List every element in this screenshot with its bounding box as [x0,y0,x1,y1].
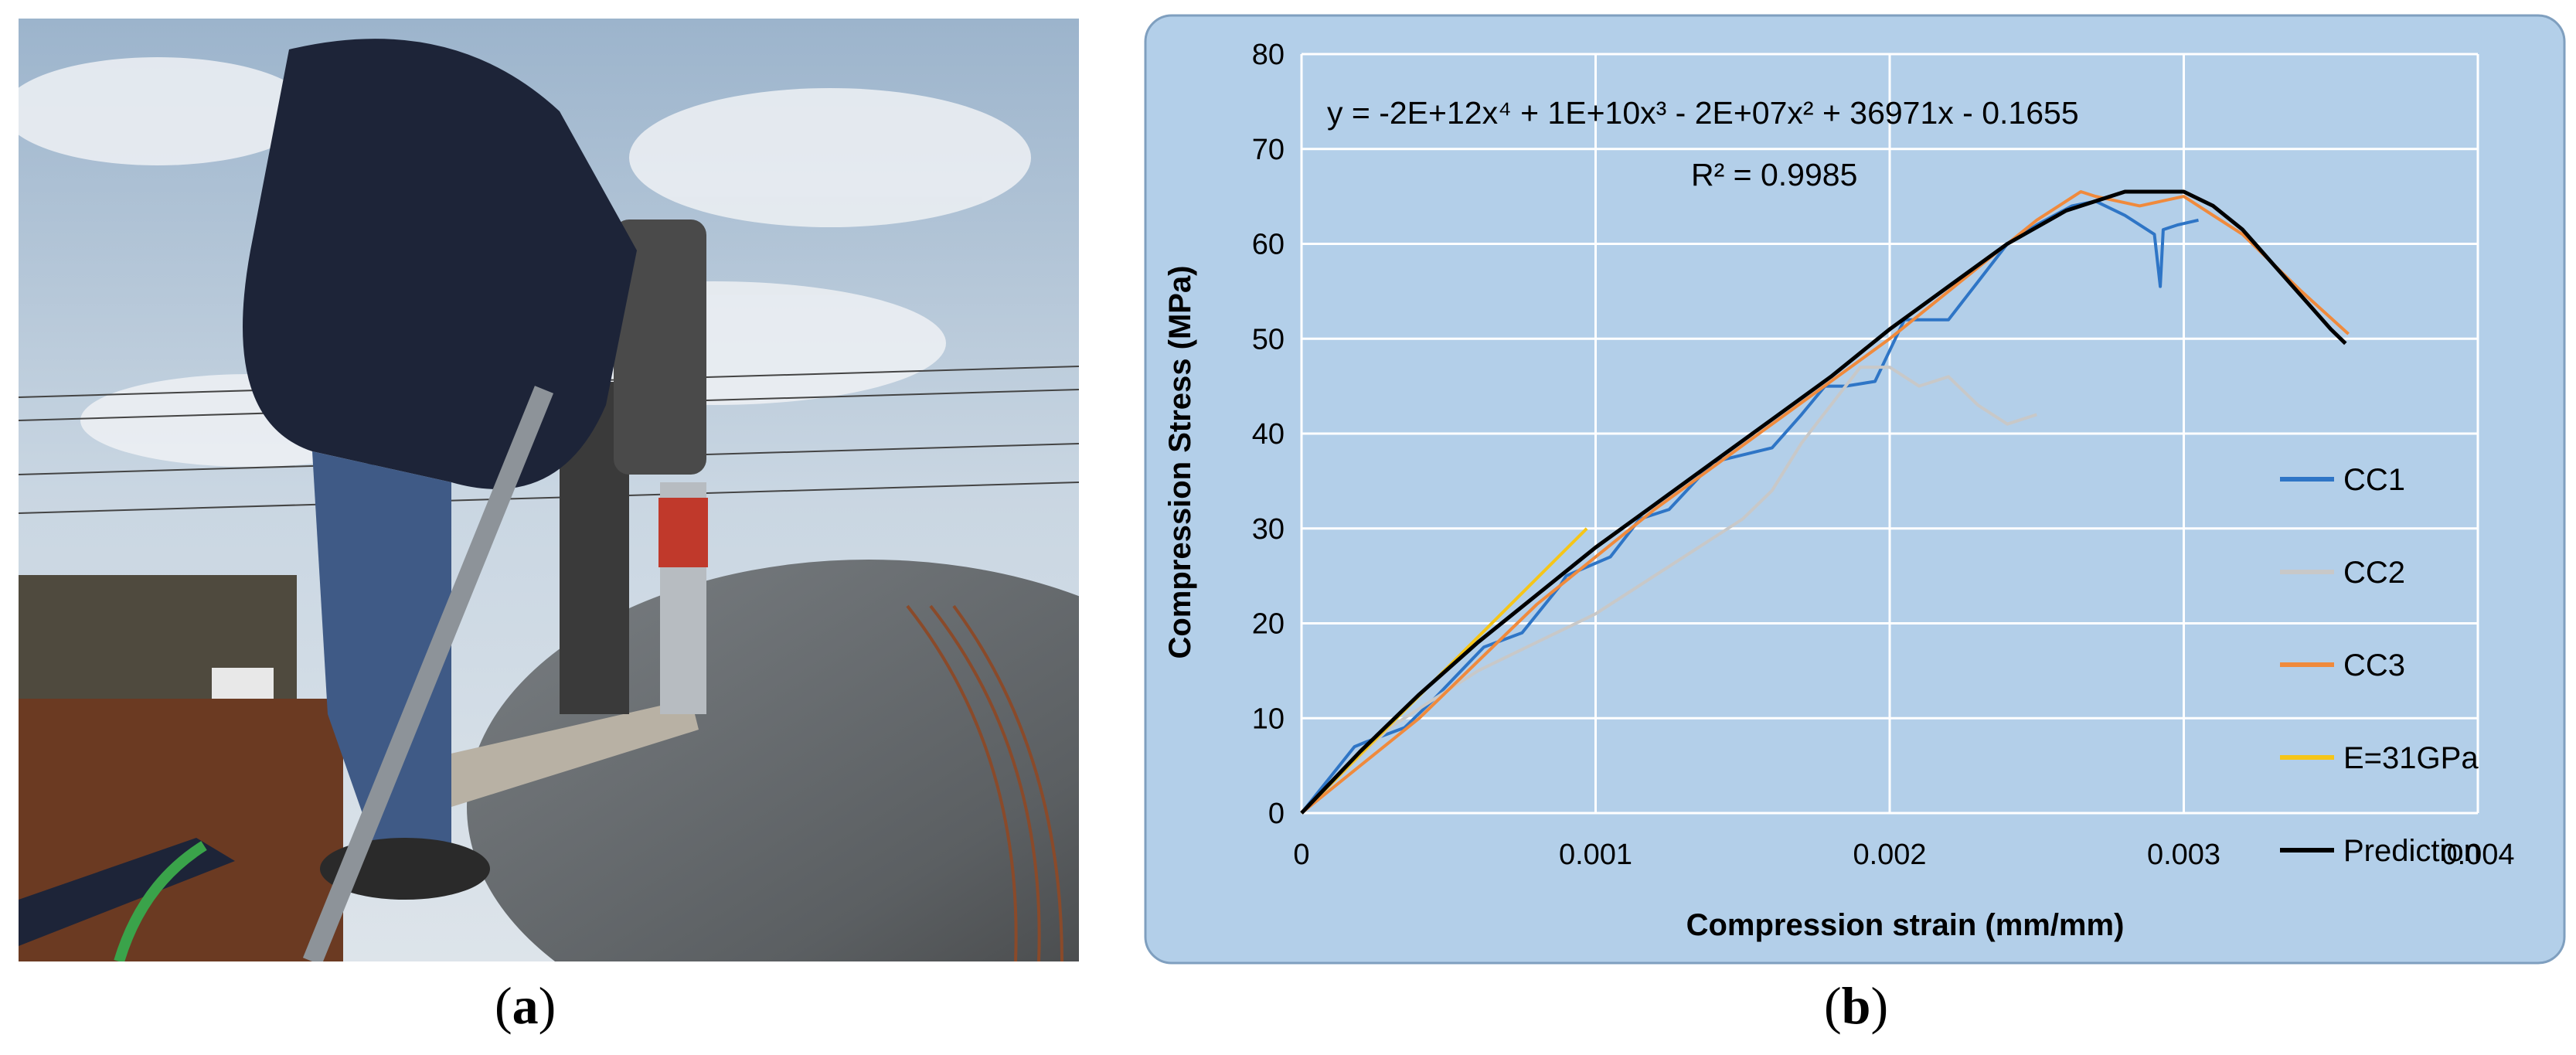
core-drilling-photo [19,19,1079,961]
core-bit-sleeve [658,498,708,567]
legend: CC1 CC2 CC3 E=31GPa Prediction [2280,463,2481,868]
y-tick-label: 0 [1268,798,1285,830]
y-tick-label: 80 [1252,39,1285,71]
legend-label: CC3 [2343,648,2405,682]
y-tick-label: 20 [1252,608,1285,641]
y-tick-label: 50 [1252,323,1285,356]
y-tick-label: 70 [1252,134,1285,166]
series-line-cc3 [1300,190,2350,815]
axes: 0 10 20 30 40 50 60 70 80 0 0.001 0.002 0.003 0.004 [1252,39,2515,871]
r-squared-label: R² = 0.9985 [1691,157,1857,192]
x-tick-label: 0 [1293,839,1309,871]
y-tick-label: 30 [1252,513,1285,546]
caption-b: (b) [1824,976,1889,1035]
series-lines [1300,189,2350,815]
drill-base-plate [420,699,699,807]
y-axis-title: Compression Stress (MPa) [1163,265,1197,659]
y-tick-label: 60 [1252,229,1285,261]
x-axis-title: Compression strain (mm/mm) [1686,908,2125,942]
y-tick-label: 10 [1252,703,1285,735]
trendline-equation: y = -2E+12x⁴ + 1E+10x³ - 2E+07x² + 36971… [1327,95,2079,131]
grid [1300,53,2479,815]
x-tick-label: 0.004 [2441,839,2514,871]
legend-label: Prediction [2343,834,2481,868]
chart-background [1144,14,2566,965]
ladder-rail [302,386,554,961]
x-tick-label: 0.002 [1853,839,1926,871]
water-hose [114,841,207,961]
x-tick-label: 0.003 [2147,839,2220,871]
legend-label: E=31GPa [2343,741,2479,775]
x-tick-label: 0.001 [1559,839,1632,871]
worker-jeans [312,451,451,869]
series-line-prediction [1300,189,2347,815]
tank-rust-lines [906,604,1063,961]
worker-jacket [243,39,637,489]
caption-a: (a) [495,976,556,1035]
drill-motor [614,220,706,475]
legend-label: CC1 [2343,463,2405,497]
legend-label: CC2 [2343,556,2405,590]
series-line-cc2 [1300,366,2037,815]
stress-strain-chart: 0 10 20 30 40 50 60 70 80 0 0.001 0.002 0.003 0.004 y… [1144,14,2566,965]
y-tick-label: 40 [1252,418,1285,451]
